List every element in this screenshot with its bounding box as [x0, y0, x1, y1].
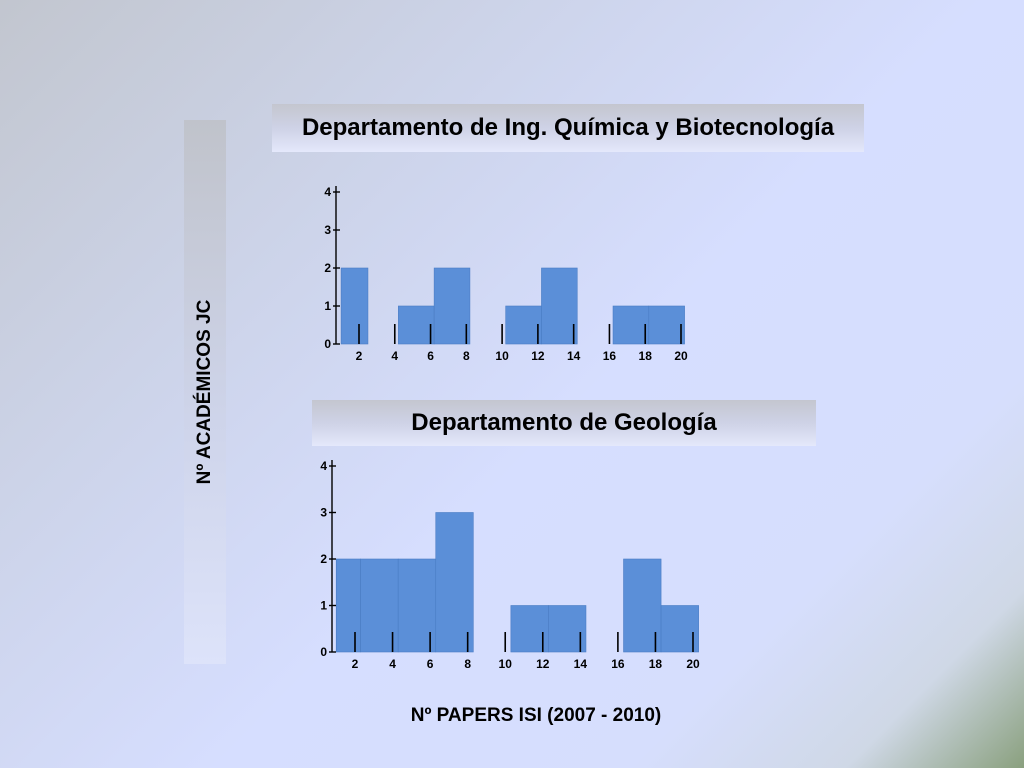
- chart-2-title: Departamento de Geología: [312, 400, 816, 446]
- chart-1-y-tick-label-2: 2: [324, 261, 331, 275]
- chart-1-title: Departamento de Ing. Química y Biotecnol…: [272, 104, 864, 152]
- chart-1-bar-3: [433, 267, 471, 345]
- chart-1-x-tick-label-14: 14: [567, 349, 581, 363]
- chart-1-x-tick-label-16: 16: [603, 349, 617, 363]
- chart-2-x-tick-label-2: 2: [352, 657, 359, 671]
- chart-1-x-tick-label-20: 20: [674, 349, 688, 363]
- chart-2-x-tick-label-20: 20: [686, 657, 700, 671]
- chart-2-y-tick-label-1: 1: [320, 599, 327, 613]
- chart-1-bar-6: [612, 305, 650, 345]
- chart-1-x-tick-label-10: 10: [495, 349, 509, 363]
- chart-2-x-tick-label-16: 16: [611, 657, 625, 671]
- y-axis-label-panel: [184, 120, 226, 664]
- chart-1-x-tick-label-18: 18: [639, 349, 653, 363]
- chart-1-y-tick-label-1: 1: [324, 299, 331, 313]
- chart-1-y-tick-label-3: 3: [324, 223, 331, 237]
- chart-1-x-tick-label-12: 12: [531, 349, 545, 363]
- chart-2-y-tick-label-0: 0: [320, 645, 327, 659]
- chart-1-x-tick-label-2: 2: [356, 349, 363, 363]
- chart-2-bar-4: [435, 512, 474, 653]
- chart-1-x-tick-label-8: 8: [463, 349, 470, 363]
- chart-1-y-tick-label-4: 4: [324, 185, 331, 199]
- chart-2-y-tick-label-3: 3: [320, 506, 327, 520]
- chart-1-x-tick-label-4: 4: [391, 349, 398, 363]
- chart-2-y-tick-label-2: 2: [320, 552, 327, 566]
- y-axis-label: Nº ACADÉMICOS JC: [194, 299, 215, 485]
- chart-2-bar-1: [335, 558, 361, 653]
- chart-1-bar-1: [340, 267, 369, 345]
- chart-2-x-tick-label-18: 18: [649, 657, 663, 671]
- chart-2-x-tick-label-14: 14: [574, 657, 588, 671]
- chart-2-x-tick-label-8: 8: [464, 657, 471, 671]
- chart-2-y-tick-label-4: 4: [320, 459, 327, 473]
- chart-1-x-tick-label-6: 6: [427, 349, 434, 363]
- chart-2-x-tick-label-12: 12: [536, 657, 550, 671]
- chart-1-bar-2: [398, 305, 435, 345]
- x-axis-label: Nº PAPERS ISI (2007 - 2010): [410, 705, 662, 726]
- chart-2-x-tick-label-4: 4: [389, 657, 396, 671]
- chart-1-bar-5: [541, 267, 578, 345]
- chart-1-bar-4: [505, 305, 542, 345]
- chart-1-y-tick-label-0: 0: [324, 337, 331, 351]
- chart-1-bar-7: [648, 305, 685, 345]
- chart-2-x-tick-label-6: 6: [427, 657, 434, 671]
- chart-2-x-tick-label-10: 10: [499, 657, 513, 671]
